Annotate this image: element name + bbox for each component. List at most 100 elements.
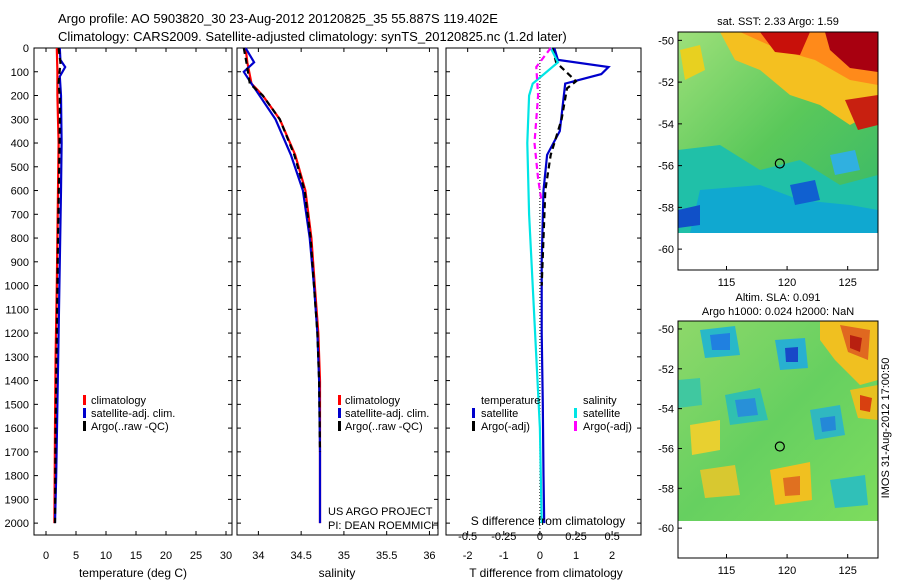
argo-float-marker xyxy=(774,441,785,452)
depth-tick-label: 1300 xyxy=(5,352,29,364)
map-y-tick-label: -52 xyxy=(658,364,674,376)
temperature-xlabel: temperature (deg C) xyxy=(79,566,187,580)
legend-swatch-t-satellite xyxy=(472,408,475,418)
map-x-tick-label: 125 xyxy=(839,565,857,577)
legend-label: Argo(..raw -QC) xyxy=(91,421,169,433)
legend-label: climatology xyxy=(345,395,401,407)
legend-label: satellite-adj. clim. xyxy=(91,408,175,420)
depth-axis: 0 100 200 300 400 500 600 700 800 900 1000 1100 1200… xyxy=(5,43,29,530)
x-tick-label: 30 xyxy=(220,550,232,562)
depth-tick-label: 300 xyxy=(11,114,29,126)
x-tick-label: -2 xyxy=(463,550,473,562)
depth-tick-label: 1900 xyxy=(5,494,29,506)
salinity-xlabel: salinity xyxy=(319,566,356,580)
map-y-tick-label: -50 xyxy=(658,35,674,47)
s-difference-xlabel: S difference from climatology xyxy=(471,514,626,528)
salinity-legend: climatology satellite-adj. clim. Argo(..… xyxy=(328,395,439,532)
difference-legend: temperature satellite Argo(-adj) salinit… xyxy=(472,395,632,433)
map-x-tick-label: 115 xyxy=(718,277,736,289)
depth-tick-label: 900 xyxy=(11,257,29,269)
x-tick-label: 34 xyxy=(252,550,264,562)
sla-map-title-line2: Argo h1000: 0.024 h2000: NaN xyxy=(702,306,854,318)
difference-panel: -2 -1 0 1 2 -0.5 -0.25 0 0.25 0.5 xyxy=(446,47,641,562)
salinity-panel: 34 34.5 35 35.5 36 xyxy=(237,47,438,562)
x-tick-label: 35 xyxy=(338,550,350,562)
legend-swatch-argo xyxy=(338,421,341,431)
map-y-tick-label: -56 xyxy=(658,161,674,173)
depth-tick-label: 700 xyxy=(11,209,29,221)
series-line xyxy=(242,47,322,524)
series-line xyxy=(244,47,322,524)
sla-map: Altim. SLA: 0.091 Argo h1000: 0.024 h200… xyxy=(658,292,879,577)
temperature-legend: climatology satellite-adj. clim. Argo(..… xyxy=(83,395,175,433)
x2-tick-label: -0.5 xyxy=(458,531,477,543)
temperature-panel-frame xyxy=(33,47,233,536)
series-line xyxy=(242,47,322,452)
depth-tick-label: 1600 xyxy=(5,423,29,435)
footer-stamp-text: IMOS 31-Aug-2012 17:00:50 xyxy=(880,357,892,499)
depth-tick-label: 1700 xyxy=(5,447,29,459)
series-line xyxy=(533,47,552,203)
depth-tick-label: 200 xyxy=(11,91,29,103)
map-y-tick-label: -60 xyxy=(658,244,674,256)
argo-float-marker xyxy=(774,158,785,169)
map-y-tick-label: -58 xyxy=(658,483,674,495)
legend-swatch-argo xyxy=(83,421,86,431)
x-tick-label: 5 xyxy=(73,550,79,562)
x-tick-label: 25 xyxy=(190,550,202,562)
legend-swatch-climatology xyxy=(83,395,86,405)
x2-tick-label: -0.25 xyxy=(491,531,516,543)
legend-label: satellite-adj. clim. xyxy=(345,408,429,420)
difference-panel-frame xyxy=(445,47,642,536)
depth-tick-label: 600 xyxy=(11,186,29,198)
map-y-tick-label: -52 xyxy=(658,77,674,89)
legend-label: Argo(-adj) xyxy=(583,421,632,433)
x2-tick-label: 0.25 xyxy=(565,531,586,543)
series-line xyxy=(53,47,62,524)
x-tick-label: 0 xyxy=(43,550,49,562)
legend-swatch-s-argo xyxy=(574,421,577,431)
depth-tick-label: 400 xyxy=(11,138,29,150)
legend-label: climatology xyxy=(91,395,147,407)
footer-stamp: IMOS 31-Aug-2012 17:00:50 xyxy=(878,320,894,540)
map-x-tick-label: 125 xyxy=(839,277,857,289)
sla-map-title-line1: Altim. SLA: 0.091 xyxy=(736,292,821,304)
legend-title-temperature: temperature xyxy=(481,395,540,407)
series-line xyxy=(540,47,611,524)
series-line xyxy=(526,47,560,524)
depth-tick-label: 1200 xyxy=(5,328,29,340)
depth-tick-label: 800 xyxy=(11,233,29,245)
annotation-pi: PI: DEAN ROEMMICH xyxy=(328,520,439,532)
figure-title-line1: Argo profile: AO 5903820_30 23-Aug-2012 … xyxy=(58,11,498,26)
map-y-tick-label: -54 xyxy=(658,404,674,416)
map-y-tick-label: -56 xyxy=(658,443,674,455)
x-tick-label: 20 xyxy=(160,550,172,562)
salinity-panel-frame xyxy=(236,47,439,536)
depth-tick-label: 1500 xyxy=(5,399,29,411)
x-tick-label: 15 xyxy=(130,550,142,562)
series-line xyxy=(53,47,67,524)
x-tick-label: -1 xyxy=(499,550,509,562)
sst-map-title: sat. SST: 2.33 Argo: 1.59 xyxy=(717,16,839,28)
map-y-tick-label: -58 xyxy=(658,202,674,214)
x2-tick-label: 0 xyxy=(537,531,543,543)
t-difference-xlabel: T difference from climatology xyxy=(469,566,623,580)
legend-swatch-climatology xyxy=(338,395,341,405)
x-tick-label: 36 xyxy=(423,550,435,562)
map-x-tick-label: 120 xyxy=(778,277,796,289)
depth-tick-label: 1800 xyxy=(5,471,29,483)
map-y-tick-label: -60 xyxy=(658,523,674,535)
legend-swatch-satellite xyxy=(338,408,341,418)
legend-swatch-t-argo xyxy=(472,421,475,431)
legend-label: Argo(..raw -QC) xyxy=(345,421,423,433)
depth-tick-label: 500 xyxy=(11,162,29,174)
x-tick-label: 2 xyxy=(609,550,615,562)
depth-tick-label: 1400 xyxy=(5,376,29,388)
annotation-project: US ARGO PROJECT xyxy=(328,506,433,518)
figure-title-line2: Climatology: CARS2009. Satellite-adjuste… xyxy=(58,29,567,44)
legend-swatch-satellite xyxy=(83,408,86,418)
depth-tick-label: 2000 xyxy=(5,518,29,530)
legend-label: satellite xyxy=(481,408,518,420)
x2-tick-label: 0.5 xyxy=(604,531,619,543)
